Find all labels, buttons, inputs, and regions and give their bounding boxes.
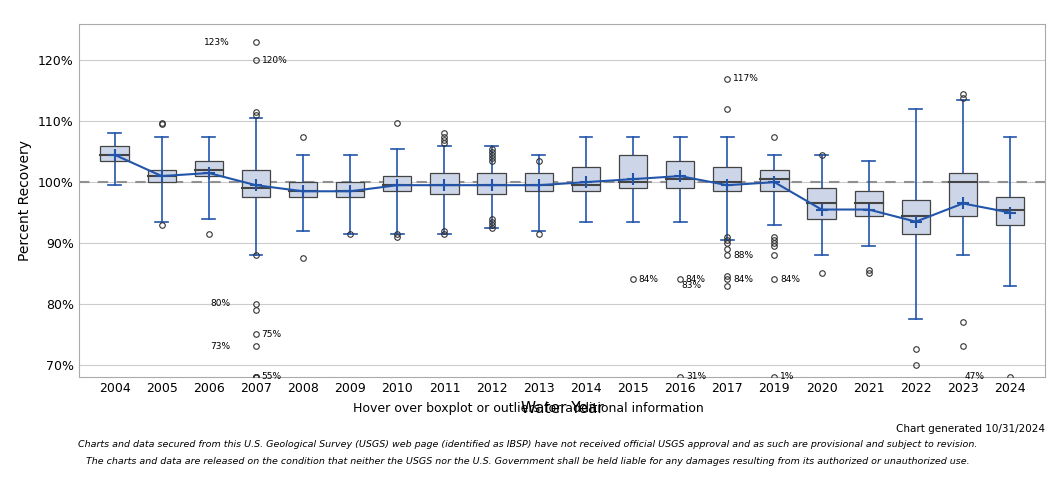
- Bar: [949, 173, 977, 216]
- Text: 84%: 84%: [733, 275, 753, 284]
- Text: 84%: 84%: [780, 275, 800, 284]
- Bar: [996, 197, 1024, 225]
- Text: 83%: 83%: [681, 281, 701, 290]
- Bar: [760, 170, 789, 191]
- Bar: [336, 182, 364, 197]
- Bar: [100, 145, 129, 161]
- Text: 73%: 73%: [210, 342, 230, 351]
- Bar: [902, 201, 930, 234]
- Bar: [289, 182, 317, 197]
- Bar: [194, 161, 223, 176]
- Bar: [713, 167, 741, 191]
- Text: 55%: 55%: [262, 372, 282, 381]
- Bar: [477, 173, 506, 194]
- Text: 120%: 120%: [262, 56, 287, 65]
- Bar: [383, 176, 412, 191]
- Bar: [854, 191, 883, 216]
- Bar: [571, 167, 600, 191]
- Text: 80%: 80%: [210, 300, 230, 308]
- Bar: [666, 161, 694, 188]
- Bar: [431, 173, 458, 194]
- Text: 75%: 75%: [262, 330, 282, 339]
- Bar: [525, 173, 553, 191]
- Text: The charts and data are released on the condition that neither the USGS nor the : The charts and data are released on the …: [87, 456, 969, 466]
- Bar: [619, 155, 647, 188]
- Text: 88%: 88%: [733, 251, 753, 260]
- Text: 47%: 47%: [964, 372, 984, 381]
- Text: 31%: 31%: [685, 372, 705, 381]
- Text: 117%: 117%: [733, 74, 759, 83]
- Text: Chart generated 10/31/2024: Chart generated 10/31/2024: [897, 424, 1045, 434]
- Text: 84%: 84%: [685, 275, 705, 284]
- Y-axis label: Percent Recovery: Percent Recovery: [18, 140, 33, 261]
- Bar: [808, 188, 835, 219]
- Text: 84%: 84%: [639, 275, 659, 284]
- Text: 1%: 1%: [780, 372, 794, 381]
- Text: 123%: 123%: [204, 38, 230, 47]
- Text: Hover over boxplot or outliers for additional information: Hover over boxplot or outliers for addit…: [353, 402, 703, 415]
- X-axis label: Water Year: Water Year: [521, 401, 604, 416]
- Bar: [242, 170, 270, 197]
- Text: Charts and data secured from this U.S. Geological Survey (USGS) web page (identi: Charts and data secured from this U.S. G…: [78, 440, 978, 449]
- Bar: [148, 170, 175, 182]
